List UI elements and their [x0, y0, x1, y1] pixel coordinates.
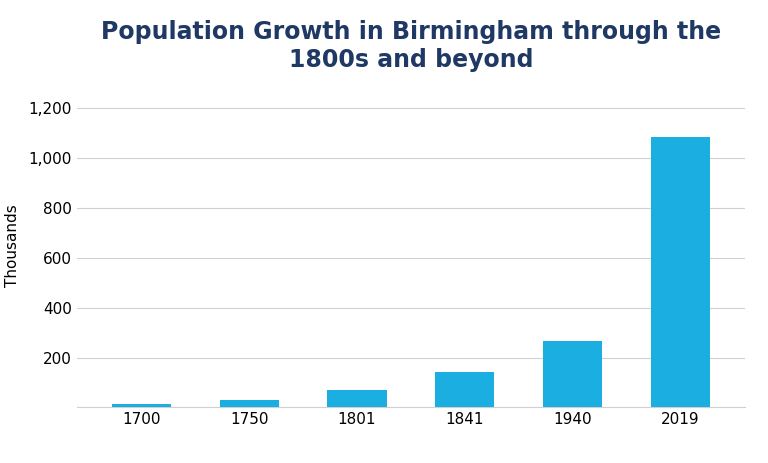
Bar [543, 341, 602, 407]
Title: Population Growth in Birmingham through the
1800s and beyond: Population Growth in Birmingham through … [101, 20, 721, 72]
Bar [112, 404, 171, 407]
Bar [650, 137, 710, 407]
Bar [435, 371, 495, 407]
Y-axis label: Thousands: Thousands [5, 204, 20, 287]
Bar [327, 390, 386, 407]
Bar [220, 400, 279, 407]
